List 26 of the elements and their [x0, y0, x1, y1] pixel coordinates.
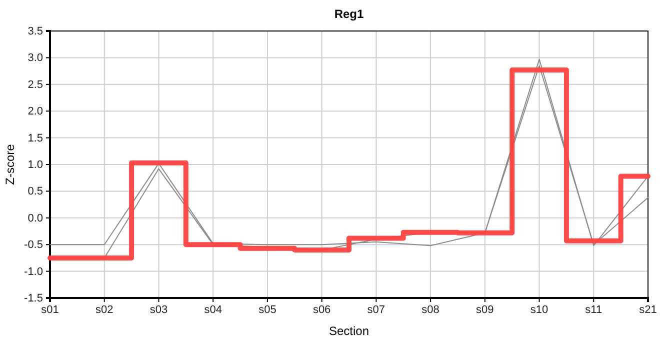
x-tick-label: s21 — [639, 304, 657, 316]
y-tick-label: 2.5 — [28, 78, 43, 91]
y-tick-label: 3.0 — [28, 52, 43, 64]
x-tick-label: s01 — [41, 304, 59, 316]
x-tick-label: s11 — [585, 304, 602, 316]
x-tick-label: s04 — [204, 304, 222, 316]
x-tick-label: s05 — [258, 304, 276, 316]
y-tick-label: -1.0 — [24, 266, 43, 278]
chart-title: Reg1 — [334, 7, 364, 21]
x-axis-title: Section — [328, 324, 370, 338]
x-tick-label: s09 — [476, 304, 494, 316]
x-tick-label: s02 — [95, 304, 114, 316]
y-tick-label: -0.5 — [24, 239, 43, 252]
y-tick-label: 1.5 — [28, 132, 43, 144]
x-tick-label: s08 — [422, 304, 440, 316]
x-tick-label: s07 — [367, 304, 386, 316]
y-tick-label: 1.0 — [28, 159, 43, 172]
y-axis-title: Z-score — [3, 144, 17, 185]
x-tick-label: s03 — [150, 304, 168, 316]
y-tick-label: -1.5 — [24, 292, 43, 305]
y-tick-label: 0.0 — [28, 212, 43, 224]
y-tick-label: 2.0 — [28, 106, 43, 118]
y-tick-label: 0.5 — [28, 186, 43, 198]
x-tick-label: s10 — [530, 304, 548, 316]
x-tick-label: s06 — [312, 304, 331, 316]
y-tick-label: 3.5 — [28, 26, 43, 38]
